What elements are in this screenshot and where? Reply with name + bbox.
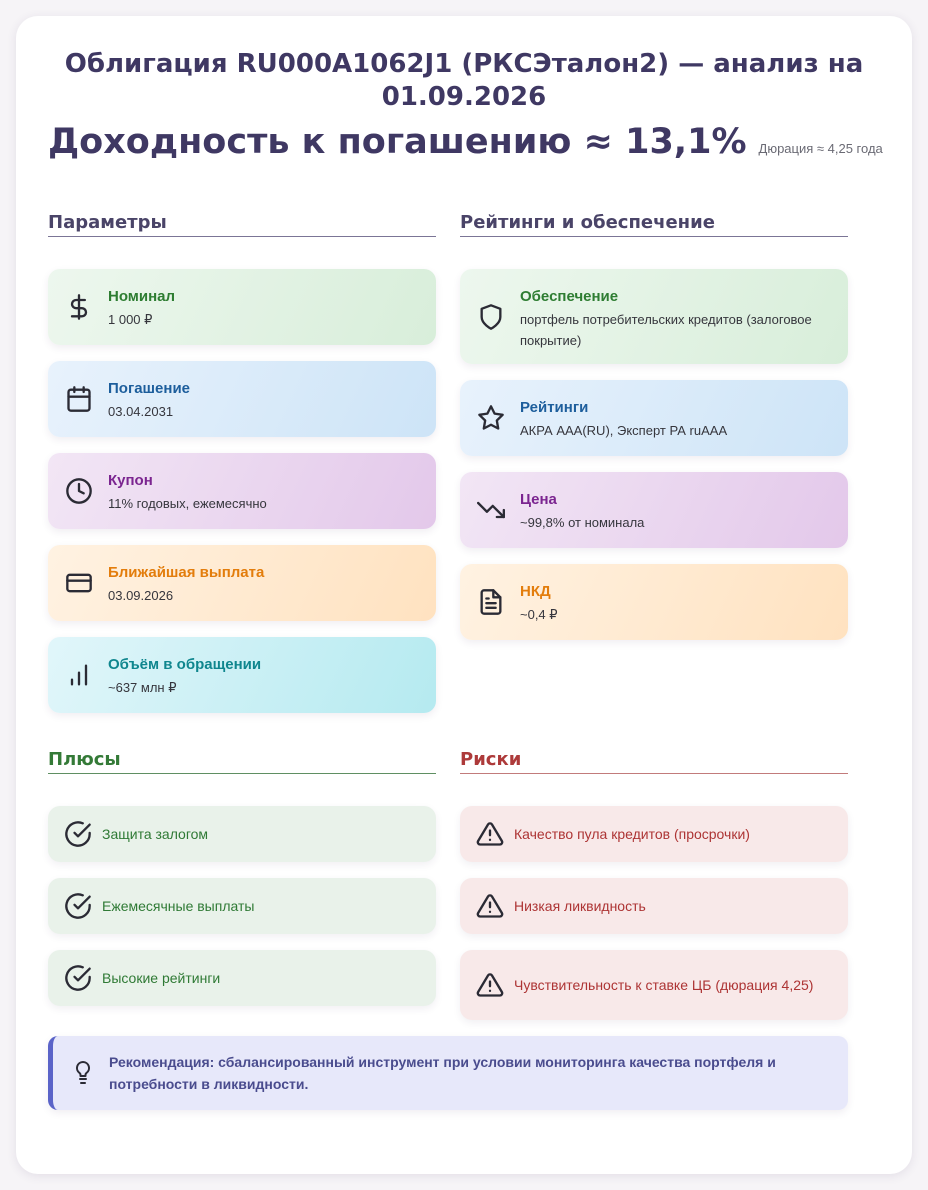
rating-value: портфель потребительских кредитов (залог… [520,312,812,348]
recommendation-box: Рекомендация: сбалансированный инструмен… [48,1036,848,1110]
pro-text: Ежемесячные выплаты [102,898,255,914]
trending-down-icon [477,496,505,524]
document-icon [477,588,505,616]
param-label: Ближайшая выплата [108,564,265,581]
params-section: Параметры [48,210,436,237]
pros-title: Плюсы [48,749,121,770]
param-value: 03.09.2026 [108,588,174,603]
rating-label: Цена [520,491,557,508]
risks-title: Риски [460,749,522,770]
ratings-section: Рейтинги и обеспечение [460,210,848,237]
check-circle-icon [64,964,92,992]
params-title: Параметры [48,212,167,233]
rating-value: ~99,8% от номинала [520,515,645,530]
bar-chart-icon [65,661,93,689]
param-next-payment: Ближайшая выплата 03.09.2026 [48,545,436,621]
risks-section: Риски [460,747,848,774]
ratings-divider [460,236,848,237]
ratings-list: Обеспечение портфель потребительских кре… [460,269,848,640]
dollar-icon [65,293,93,321]
rating-ratings: Рейтинги АКРА AAA(RU), Эксперт РА ruAAA [460,380,848,456]
rating-price: Цена ~99,8% от номинала [460,472,848,548]
param-nominal: Номинал 1 000 ₽ [48,269,436,345]
rating-accrued-interest: НКД ~0,4 ₽ [460,564,848,640]
warning-icon [476,971,504,999]
warning-icon [476,892,504,920]
risk-item: Качество пула кредитов (просрочки) [460,806,848,862]
rating-label: Обеспечение [520,288,619,305]
risk-text: Качество пула кредитов (просрочки) [514,826,750,842]
shield-icon [477,303,505,331]
param-value: 11% годовых, ежемесячно [108,496,267,511]
clock-icon [65,477,93,505]
ratings-title: Рейтинги и обеспечение [460,212,715,233]
pro-item: Защита залогом [48,806,436,862]
param-label: Купон [108,472,153,489]
risks-list: Качество пула кредитов (просрочки) Низка… [460,806,848,1020]
param-maturity: Погашение 03.04.2031 [48,361,436,437]
star-icon [477,404,505,432]
pro-text: Высокие рейтинги [102,970,221,986]
check-circle-icon [64,820,92,848]
risk-text: Низкая ликвидность [514,898,646,914]
duration-note: Дюрация ≈ 4,25 года [758,141,883,156]
risk-item: Низкая ликвидность [460,878,848,934]
param-value: 1 000 ₽ [108,312,153,327]
param-label: Номинал [108,288,176,305]
warning-icon [476,820,504,848]
risks-divider [460,773,848,774]
rating-value: ~0,4 ₽ [520,607,558,622]
calendar-icon [65,385,93,413]
risk-item: Чувствительность к ставке ЦБ (дюрация 4,… [460,950,848,1020]
param-volume: Объём в обращении ~637 млн ₽ [48,637,436,713]
page-title: Облигация RU000A1062J1 (РКСЭталон2) — ан… [64,49,864,112]
lightbulb-icon [71,1059,95,1087]
risk-text: Чувствительность к ставке ЦБ (дюрация 4,… [514,977,814,993]
yield-row: Доходность к погашению ≈ 13,1% Дюрация ≈ … [48,122,883,162]
pro-item: Высокие рейтинги [48,950,436,1006]
rating-label: НКД [520,583,551,600]
rating-collateral: Обеспечение портфель потребительских кре… [460,269,848,364]
param-label: Объём в обращении [108,656,262,673]
params-divider [48,236,436,237]
credit-card-icon [65,569,93,597]
param-label: Погашение [108,380,191,397]
params-list: Номинал 1 000 ₽ Погашение 03.04.2031 Куп… [48,269,436,713]
pros-divider [48,773,436,774]
pro-item: Ежемесячные выплаты [48,878,436,934]
rating-value: АКРА AAA(RU), Эксперт РА ruAAA [520,423,728,438]
rating-label: Рейтинги [520,399,589,416]
param-value: 03.04.2031 [108,404,174,419]
recommendation-text: Рекомендация: сбалансированный инструмен… [109,1054,776,1092]
param-value: ~637 млн ₽ [108,680,177,695]
yield-to-maturity: Доходность к погашению ≈ 13,1% [48,122,747,162]
pro-text: Защита залогом [102,826,209,842]
check-circle-icon [64,892,92,920]
pros-section: Плюсы [48,747,436,774]
pros-list: Защита залогом Ежемесячные выплаты Высок… [48,806,436,1006]
param-coupon: Купон 11% годовых, ежемесячно [48,453,436,529]
